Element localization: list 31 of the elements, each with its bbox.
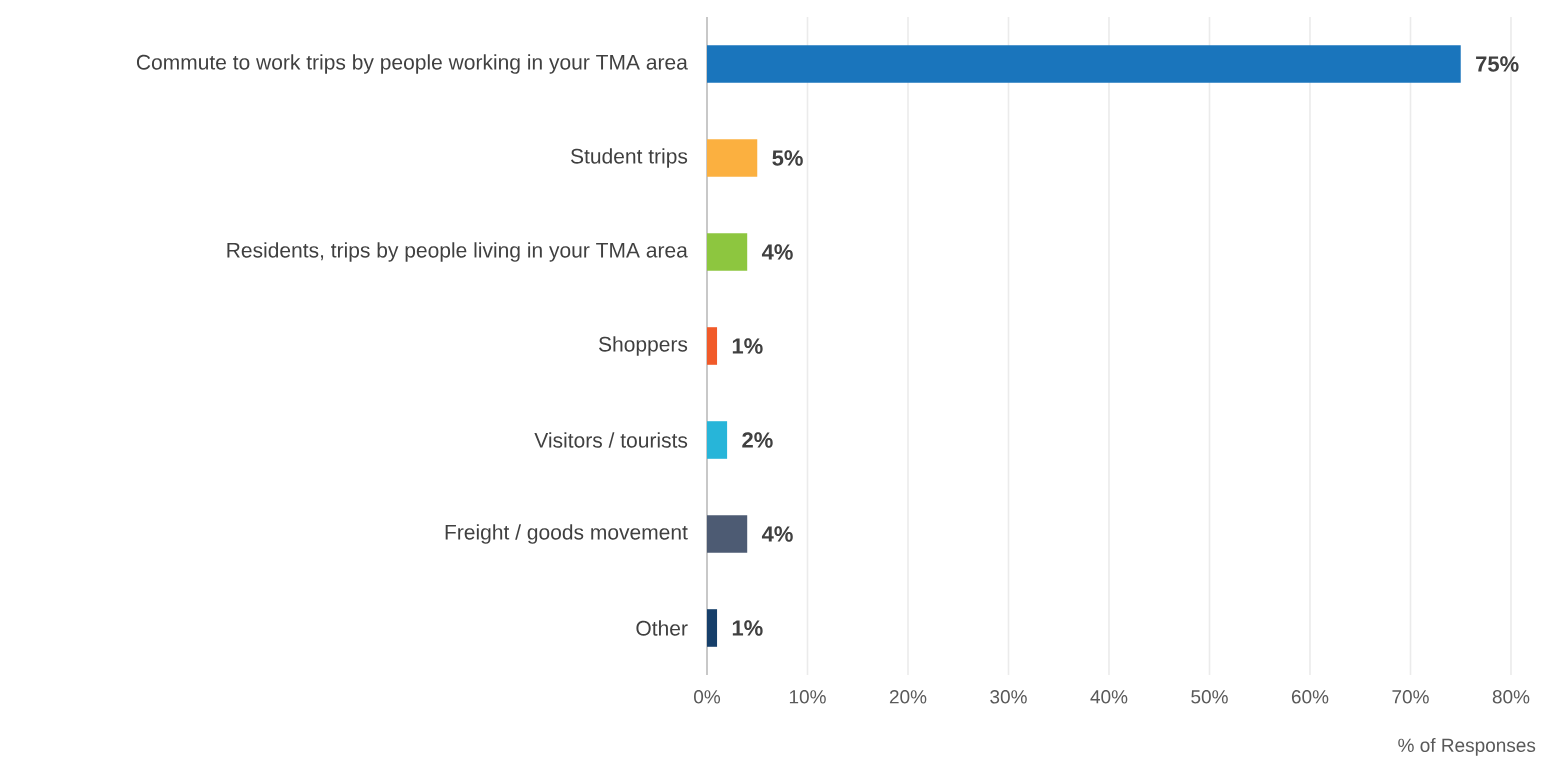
x-axis-title: % of Responses	[1398, 738, 1536, 756]
y-tick-label: Other	[636, 620, 688, 636]
data-label: 75%	[1476, 56, 1519, 72]
x-tick-label: 10%	[789, 690, 826, 704]
bar	[707, 233, 748, 271]
x-tick-label: 80%	[1492, 690, 1530, 704]
y-tick-label: Residents, trips by people living in your TMA area	[227, 242, 688, 262]
bar	[707, 515, 748, 553]
bar	[707, 45, 1461, 83]
data-label: 2%	[742, 432, 773, 448]
y-tick-label: Commute to work trips by people working in your TMA area	[136, 54, 688, 74]
data-label: 5%	[772, 150, 803, 166]
y-tick-label: Student trips	[570, 148, 688, 168]
x-tick-label: 70%	[1392, 690, 1429, 704]
x-tick-label: 50%	[1191, 690, 1228, 704]
data-label: 4%	[761, 526, 793, 542]
bar	[707, 421, 728, 459]
bar	[707, 609, 718, 647]
y-tick-label: Shoppers	[598, 336, 688, 356]
x-tick-label: 30%	[990, 690, 1027, 704]
data-label: 1%	[732, 620, 763, 636]
data-label: 1%	[732, 338, 763, 354]
y-tick-label: Freight / goods movement	[445, 524, 688, 544]
bar	[707, 139, 758, 177]
bar	[707, 327, 718, 365]
x-tick-label: 20%	[889, 690, 927, 704]
x-tick-label: 0%	[694, 690, 721, 704]
data-label: 4%	[761, 244, 793, 260]
x-tick-label: 40%	[1090, 690, 1128, 704]
y-tick-label: Visitors / tourists	[534, 432, 688, 448]
x-tick-label: 60%	[1291, 690, 1329, 704]
